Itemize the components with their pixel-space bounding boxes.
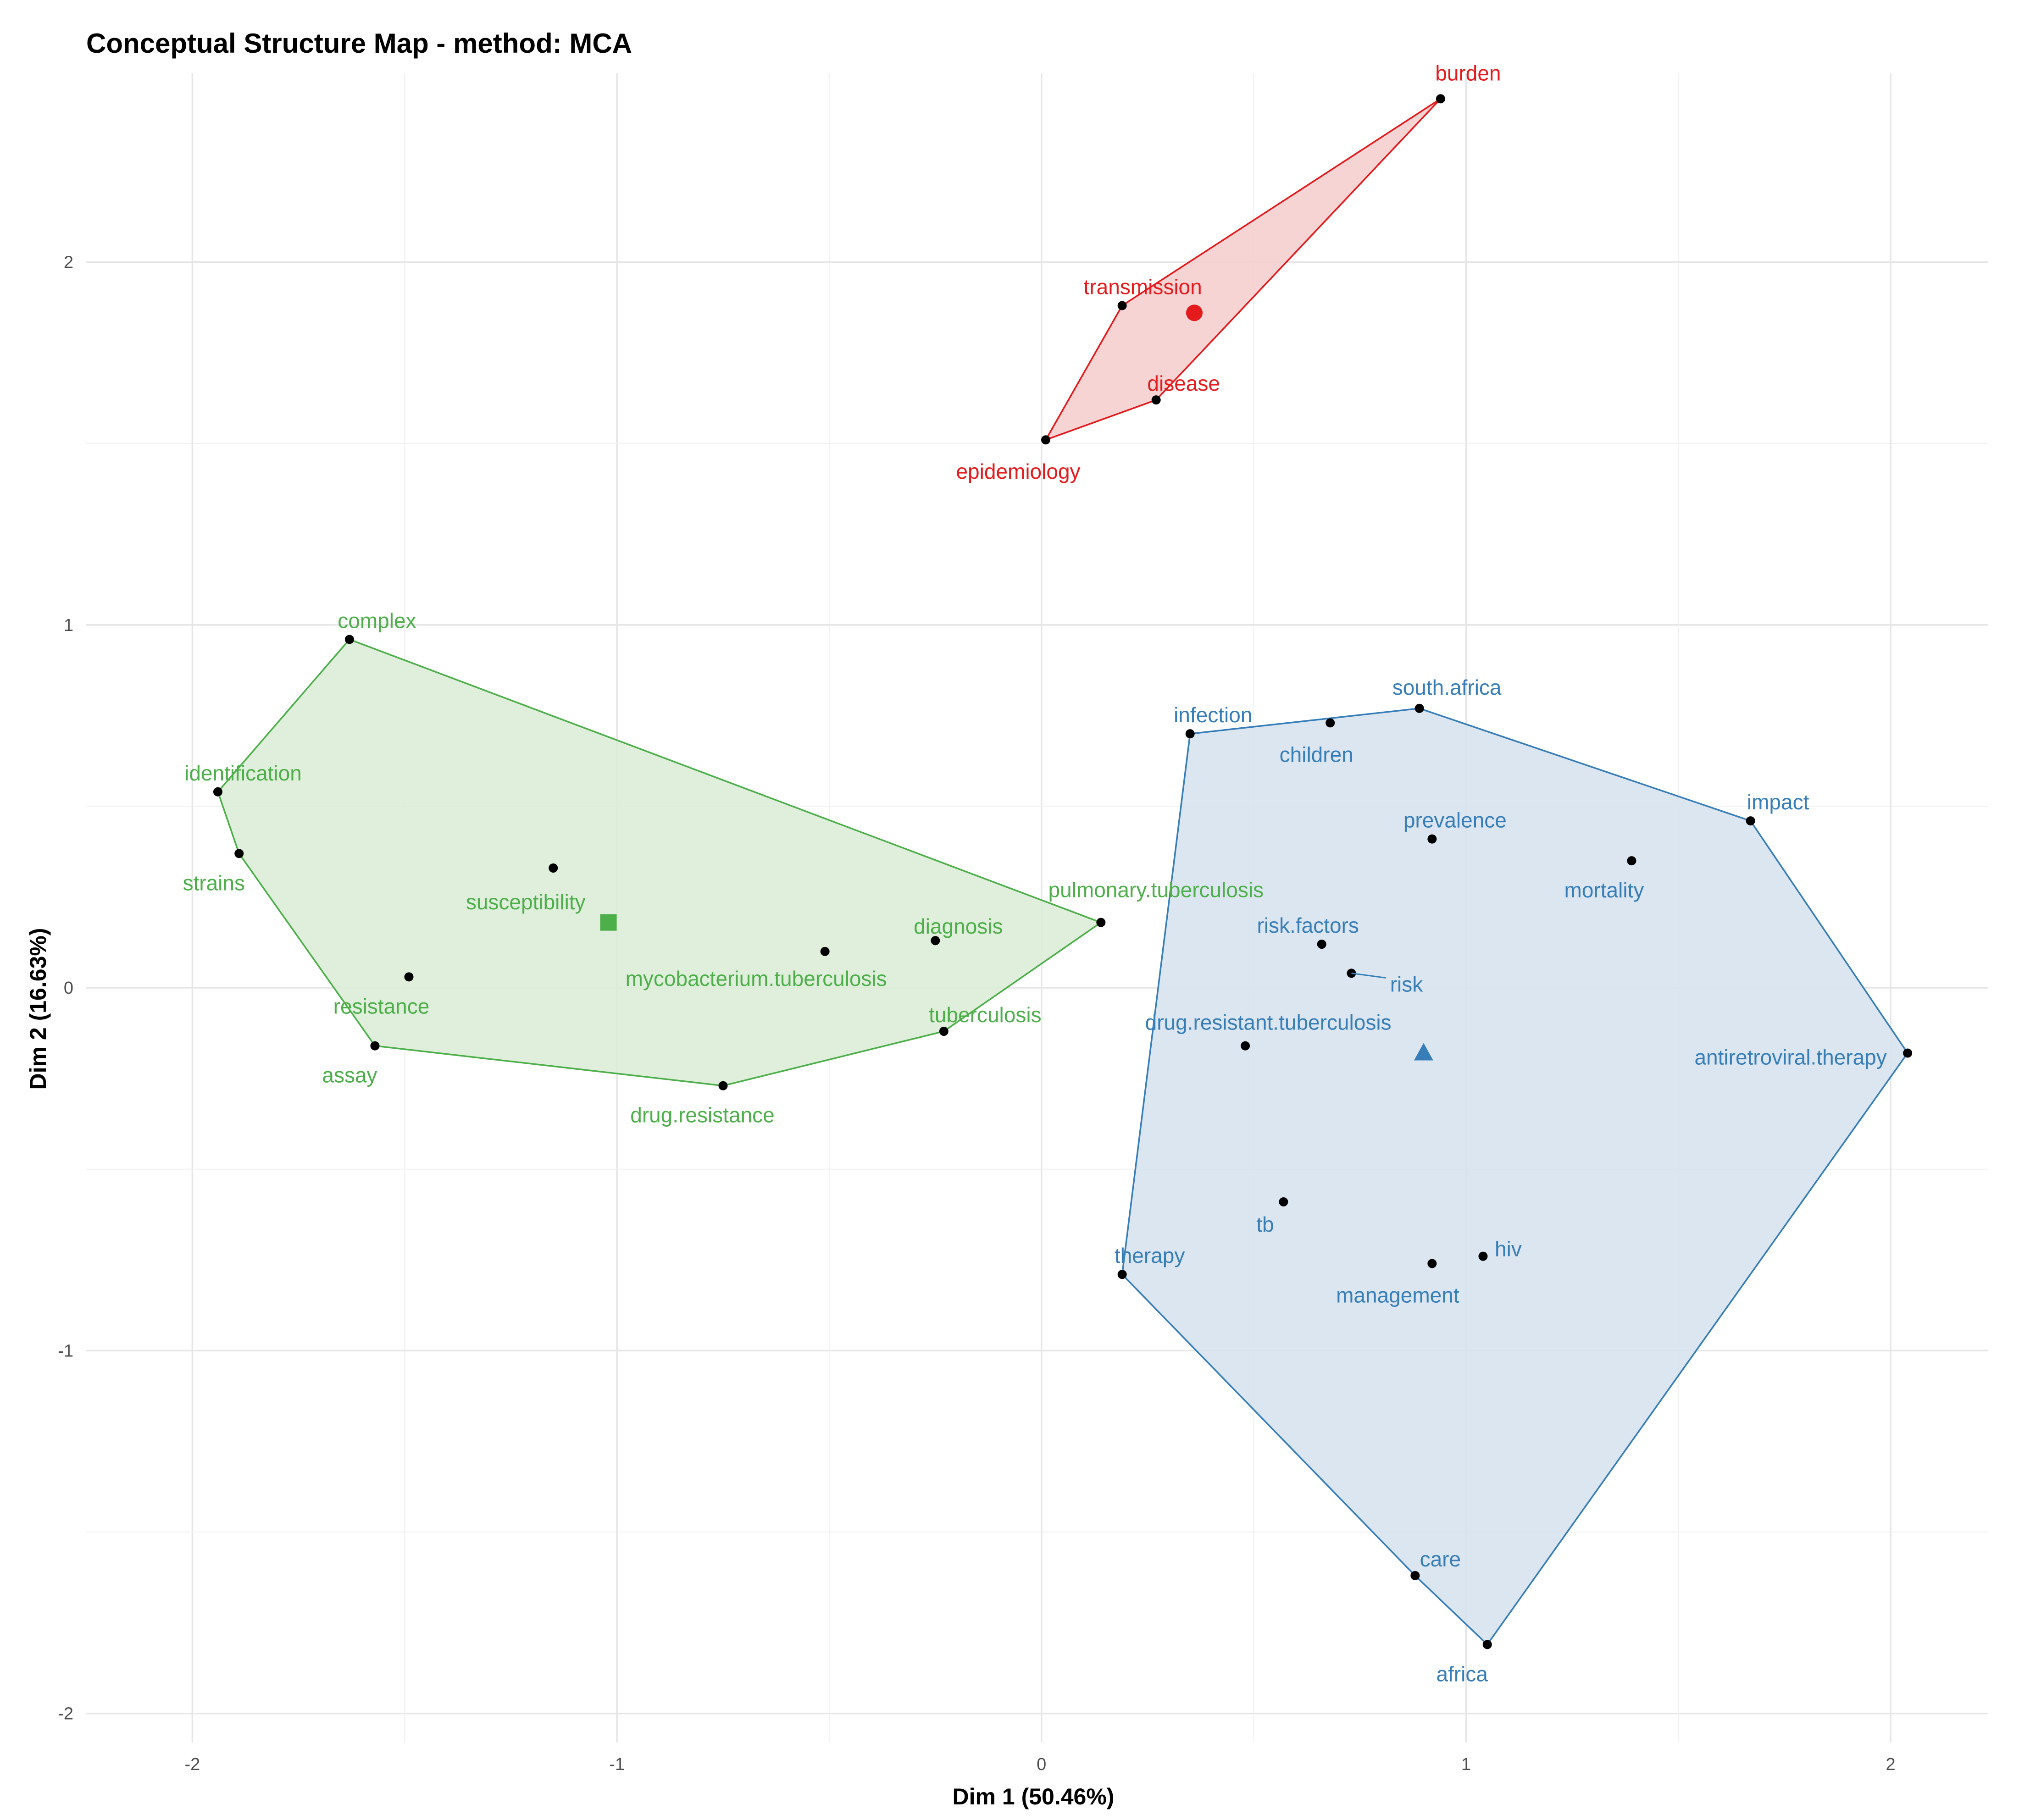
x-axis-title: Dim 1 (50.46%) — [953, 1784, 1115, 1809]
data-point — [1151, 395, 1161, 405]
data-point — [1317, 940, 1326, 949]
data-label: impact — [1747, 790, 1809, 814]
data-label: infection — [1174, 703, 1252, 727]
data-point — [1903, 1048, 1913, 1058]
data-label: complex — [338, 609, 416, 632]
data-point — [820, 946, 830, 956]
data-point — [1410, 1571, 1420, 1580]
data-point — [1427, 834, 1437, 844]
data-point — [344, 635, 354, 644]
data-label: mortality — [1564, 878, 1644, 902]
data-point — [370, 1041, 380, 1051]
data-label: south.africa — [1392, 675, 1502, 699]
data-point — [1117, 301, 1127, 310]
tick-labels: -2 -1 0 1 2 -2 -1 0 1 2 — [58, 253, 1895, 1774]
data-point — [1746, 816, 1755, 826]
data-label: identification — [184, 761, 302, 785]
x-tick-label: -1 — [609, 1755, 625, 1774]
data-point — [1279, 1197, 1288, 1206]
data-label: antiretroviral.therapy — [1694, 1046, 1886, 1069]
data-label: children — [1280, 742, 1353, 766]
data-point — [1414, 703, 1424, 713]
data-label: tuberculosis — [929, 1003, 1041, 1027]
chart-title: Conceptual Structure Map - method: MCA — [86, 28, 632, 59]
y-tick-label: -1 — [58, 1341, 73, 1361]
data-label: management — [1336, 1283, 1459, 1307]
data-point — [1482, 1640, 1492, 1649]
data-label: risk.factors — [1257, 913, 1359, 937]
y-axis-title: Dim 2 (16.63%) — [25, 928, 51, 1090]
data-point — [1117, 1270, 1127, 1279]
data-label: tb — [1256, 1212, 1274, 1236]
data-point — [1326, 718, 1335, 728]
data-point — [931, 936, 940, 946]
data-label: resistance — [333, 994, 430, 1018]
data-label: burden — [1435, 61, 1501, 85]
data-label: risk — [1390, 972, 1424, 996]
cluster-centroid-3 — [1414, 1043, 1433, 1061]
data-point — [1627, 856, 1636, 866]
data-point — [939, 1027, 948, 1036]
y-tick-label: 2 — [64, 253, 73, 272]
x-tick-label: -2 — [185, 1755, 200, 1774]
data-point — [1241, 1041, 1250, 1051]
data-label: diagnosis — [914, 914, 1003, 938]
data-label: hiv — [1495, 1237, 1522, 1261]
data-label: pulmonary.tuberculosis — [1048, 878, 1264, 902]
y-tick-label: 0 — [64, 979, 73, 998]
y-tick-label: -2 — [58, 1704, 73, 1724]
data-label: susceptibility — [466, 890, 586, 914]
x-tick-label: 2 — [1886, 1755, 1896, 1774]
data-point — [549, 863, 558, 873]
y-tick-label: 1 — [64, 616, 73, 635]
data-points — [213, 94, 1913, 1649]
data-point — [1041, 435, 1051, 445]
data-point — [1096, 918, 1106, 927]
data-point — [234, 849, 244, 858]
data-point — [213, 787, 222, 797]
data-label: prevalence — [1403, 808, 1507, 832]
data-label: care — [1420, 1547, 1461, 1571]
x-tick-label: 1 — [1461, 1755, 1471, 1774]
data-point — [1185, 729, 1195, 739]
data-label: drug.resistant.tuberculosis — [1145, 1011, 1392, 1034]
data-label: drug.resistance — [630, 1103, 775, 1127]
data-point — [1478, 1251, 1488, 1261]
cluster-hulls — [217, 98, 1909, 1646]
data-labels: burden transmission disease epidemiology com… — [183, 61, 1886, 1686]
cluster-hull-2 — [217, 638, 1103, 1087]
data-point — [718, 1081, 728, 1090]
data-label: mycobacterium.tuberculosis — [626, 967, 887, 990]
data-label: disease — [1147, 371, 1220, 395]
data-label: assay — [322, 1063, 377, 1087]
data-label: strains — [183, 871, 244, 895]
data-label: transmission — [1084, 275, 1202, 299]
data-point — [1427, 1259, 1437, 1268]
data-point — [404, 972, 414, 982]
x-tick-label: 0 — [1037, 1755, 1046, 1774]
data-label: epidemiology — [956, 459, 1080, 483]
data-point — [1436, 94, 1445, 104]
cluster-centroid-2 — [600, 914, 617, 931]
cluster-centroid-1 — [1186, 304, 1203, 321]
data-label: africa — [1436, 1662, 1488, 1686]
data-label: therapy — [1115, 1244, 1185, 1267]
label-connector — [1351, 972, 1386, 979]
